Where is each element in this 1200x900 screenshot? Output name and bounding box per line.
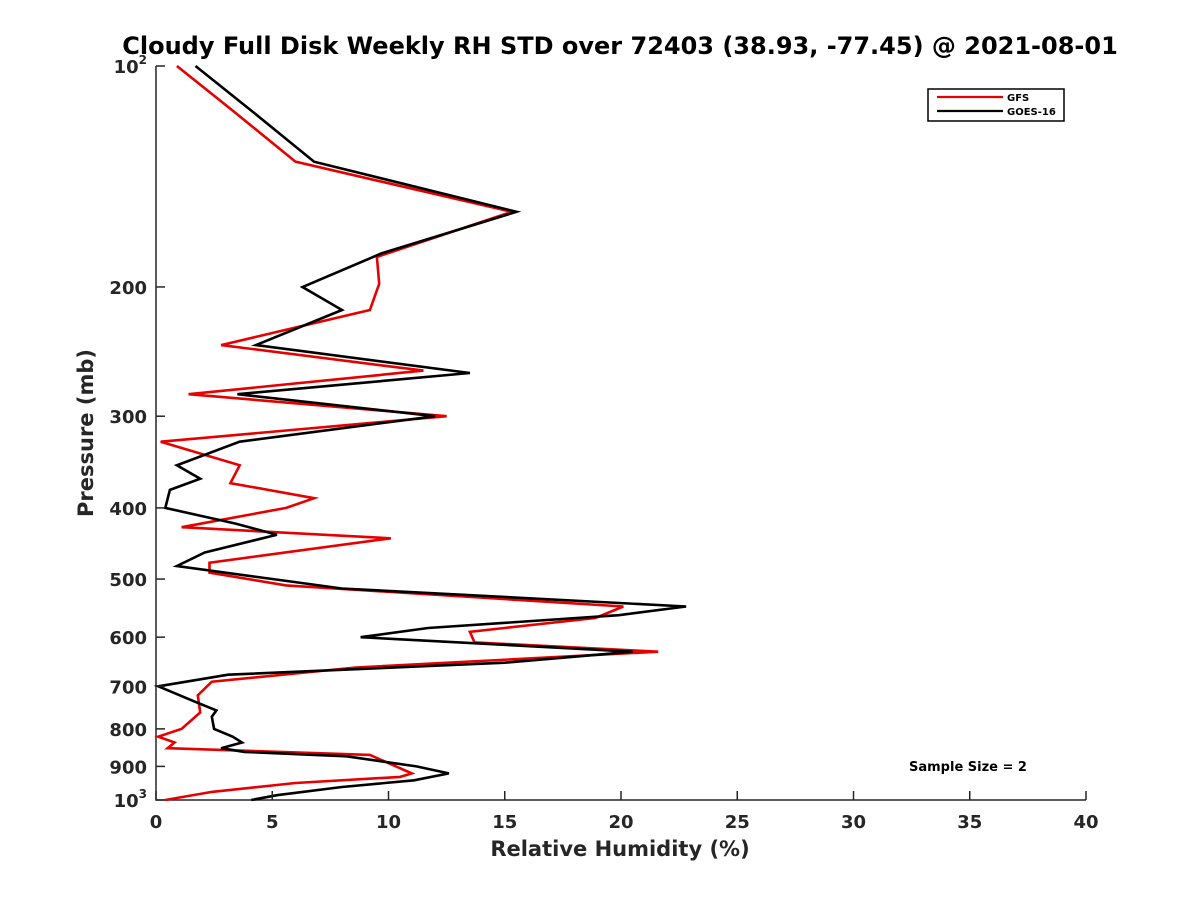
x-tick-label: 35 <box>957 812 982 833</box>
legend: GFS GOES-16 <box>927 88 1065 122</box>
y-tick-label: 700 <box>109 677 147 698</box>
series-line-goes-16 <box>153 64 687 802</box>
y-tick-label: 800 <box>109 720 147 741</box>
y-tick-label: 102 <box>114 53 147 78</box>
x-tick-label: 0 <box>150 812 163 833</box>
legend-label-goes-16: GOES-16 <box>1007 107 1056 118</box>
y-tick-label: 200 <box>109 278 147 299</box>
y-tick-label: 900 <box>109 757 147 778</box>
legend-label-gfs: GFS <box>1007 93 1029 104</box>
x-axis-label: Relative Humidity (%) <box>490 837 749 861</box>
x-tick-label: 30 <box>841 812 866 833</box>
sample-size-annotation: Sample Size = 2 <box>909 760 1027 775</box>
x-tick-label: 15 <box>492 812 517 833</box>
y-tick-label: 600 <box>109 628 147 649</box>
y-tick-label: 400 <box>109 499 147 520</box>
plot-area <box>153 64 1086 802</box>
chart-title: Cloudy Full Disk Weekly RH STD over 7240… <box>122 32 1118 60</box>
x-tick-label: 25 <box>725 812 750 833</box>
y-tick-label: 103 <box>114 787 147 812</box>
x-tick-label: 10 <box>376 812 401 833</box>
y-axis-label: Pressure (mb) <box>74 349 98 517</box>
x-tick-label: 5 <box>266 812 279 833</box>
series-layer <box>153 64 687 802</box>
y-axis: 102 200 300 400 500 600 700 800 900 103 <box>109 53 165 812</box>
legend-box <box>927 88 1065 122</box>
x-tick-label: 40 <box>1073 812 1098 833</box>
x-tick-label: 20 <box>608 812 633 833</box>
axis-box <box>155 66 1086 801</box>
y-tick-label: 500 <box>109 570 147 591</box>
x-axis: 0 5 10 15 20 25 30 35 40 <box>150 791 1099 833</box>
series-line-gfs <box>154 64 659 802</box>
y-tick-label: 300 <box>109 407 147 428</box>
